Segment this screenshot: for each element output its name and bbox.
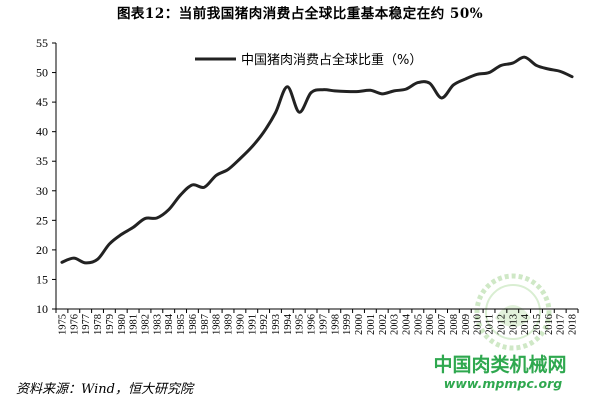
x-tick-label: 1976 bbox=[69, 314, 80, 335]
x-tick-label: 1984 bbox=[164, 313, 175, 335]
x-tick-label: 1985 bbox=[176, 314, 187, 335]
x-tick-label: 1988 bbox=[212, 314, 223, 335]
x-tick-label: 1986 bbox=[188, 314, 199, 335]
x-tick-label: 2007 bbox=[437, 314, 448, 335]
x-tick-label: 2011 bbox=[485, 314, 496, 335]
x-tick-label: 1989 bbox=[224, 314, 235, 335]
watermark-gear-icon bbox=[474, 273, 552, 351]
x-tick-label: 2014 bbox=[520, 313, 531, 335]
source-note: 资料来源：Wind，恒大研究院 bbox=[16, 382, 193, 397]
x-tick-label: 2016 bbox=[544, 314, 555, 335]
x-tick-label: 2003 bbox=[390, 314, 401, 335]
x-tick-label: 2010 bbox=[473, 314, 484, 335]
x-tick-label: 2012 bbox=[496, 314, 507, 335]
legend: 中国猪肉消费占全球比重（%） bbox=[195, 52, 422, 68]
x-tick-label: 1979 bbox=[105, 314, 116, 335]
y-axis-ticks: 10 15 20 25 30 35 40 45 50 55 bbox=[36, 36, 56, 316]
y-tick-label: 10 bbox=[36, 302, 48, 316]
x-tick-label: 1975 bbox=[57, 314, 68, 335]
x-tick-label: 1990 bbox=[235, 314, 246, 335]
x-tick-label: 1993 bbox=[271, 314, 282, 335]
x-tick-label: 1977 bbox=[81, 314, 92, 335]
x-tick-label: 2018 bbox=[568, 314, 579, 335]
y-tick-label: 35 bbox=[36, 154, 48, 168]
watermark-leaf-icon bbox=[495, 305, 531, 327]
x-tick-label: 2000 bbox=[354, 314, 365, 335]
legend-label: 中国猪肉消费占全球比重（%） bbox=[241, 52, 422, 68]
x-tick-label: 2013 bbox=[508, 314, 519, 335]
x-tick-label: 1998 bbox=[330, 314, 341, 335]
x-tick-label: 1981 bbox=[129, 314, 140, 335]
y-tick-label: 30 bbox=[36, 184, 48, 198]
y-tick-label: 40 bbox=[36, 125, 48, 139]
y-tick-label: 20 bbox=[36, 243, 48, 257]
axes bbox=[55, 43, 578, 310]
x-tick-label: 1987 bbox=[200, 314, 211, 335]
x-tick-label: 1994 bbox=[283, 313, 294, 335]
x-tick-label: 1992 bbox=[259, 314, 270, 335]
watermark-ring-icon bbox=[485, 284, 541, 340]
x-tick-label: 1980 bbox=[117, 314, 128, 335]
x-tick-label: 2004 bbox=[401, 313, 412, 335]
x-tick-label: 1983 bbox=[152, 314, 163, 335]
y-tick-label: 25 bbox=[36, 213, 48, 227]
y-tick-label: 50 bbox=[36, 66, 48, 80]
x-tick-label: 1978 bbox=[93, 314, 104, 335]
y-tick-label: 55 bbox=[36, 36, 48, 50]
x-tick-label: 2009 bbox=[461, 314, 472, 335]
x-tick-label: 1997 bbox=[318, 314, 329, 335]
chart-title: 图表12：当前我国猪肉消费占全球比重基本稳定在约 50% bbox=[116, 6, 484, 22]
x-tick-label: 1999 bbox=[342, 314, 353, 335]
x-tick-label: 2017 bbox=[556, 314, 567, 335]
x-tick-label: 2005 bbox=[413, 314, 424, 335]
x-tick-label: 1996 bbox=[307, 314, 318, 335]
x-tick-label: 2002 bbox=[378, 314, 389, 335]
y-tick-label: 15 bbox=[36, 272, 48, 286]
x-tick-label: 2001 bbox=[366, 314, 377, 335]
x-tick-label: 1991 bbox=[247, 314, 258, 335]
x-axis-ticks: 1975 1976 1977 1978 1979 1980 1981 1982 1983 1984… bbox=[55, 309, 579, 335]
y-tick-label: 45 bbox=[36, 95, 48, 109]
x-tick-label: 2006 bbox=[425, 314, 436, 335]
x-tick-label: 1982 bbox=[140, 314, 151, 335]
x-tick-label: 2008 bbox=[449, 314, 460, 335]
watermark-url: www.mpmpc.org bbox=[444, 376, 562, 391]
series-line bbox=[60, 55, 574, 265]
series-group bbox=[60, 55, 574, 265]
x-tick-label: 2015 bbox=[532, 314, 543, 335]
watermark-name: 中国肉类机械网 bbox=[433, 353, 566, 376]
x-tick-label: 1995 bbox=[295, 314, 306, 335]
